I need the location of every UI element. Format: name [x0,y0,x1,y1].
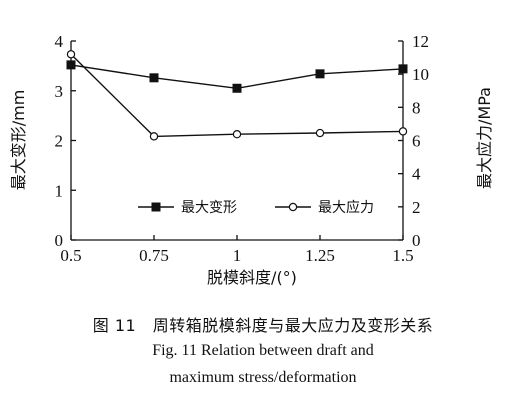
deformation-point [149,73,159,83]
left-y-tick-label: 3 [55,82,64,101]
left-y-tick-label: 1 [55,181,64,200]
x-tick-label: 1.25 [305,246,335,265]
right-y-tick-label: 12 [412,32,429,51]
left-y-tick-label: 4 [55,32,64,51]
right-y-tick-label: 4 [412,165,421,184]
right-y-axis-title: 最大应力/MPa [475,87,494,189]
stress-point [66,50,76,59]
deformation-point [398,64,408,74]
series-1 [66,60,408,93]
x-axis-title: 脱模斜度/(°) [207,268,297,287]
left-y-axis-title: 最大变形/mm [9,90,28,191]
right-y-tick-label: 8 [412,98,421,117]
x-tick-label: 1 [233,246,242,265]
deformation-point [66,60,76,70]
legend-item: 最大应力 [275,199,374,216]
stress-point [232,129,242,139]
legend: 最大变形 最大应力 [138,199,374,216]
figure-caption-chinese: 图 11 周转箱脱模斜度与最大应力及变形关系 [92,316,434,335]
stress-point [398,127,408,136]
legend-item: 最大变形 [138,200,237,216]
legend-label: 最大应力 [318,199,374,216]
series-2 [66,50,408,141]
figure-caption-english-line-2: maximum stress/deformation [169,369,357,386]
deformation-point [232,83,242,93]
series-layer [66,50,408,141]
legend-label: 最大变形 [181,200,237,216]
stress-point [315,128,325,138]
right-y-tick-label: 10 [412,65,429,84]
left-y-tick-label: 0 [55,231,64,250]
series-line [70,53,404,138]
deformation-point [315,69,325,79]
figure-caption-english-line-1: Fig. 11 Relation between draft and [152,342,374,359]
x-tick-label: 0.75 [139,246,169,265]
left-y-tick-label: 2 [55,132,64,151]
right-y-tick-label: 0 [412,231,421,250]
right-y-tick-label: 6 [412,132,421,151]
x-tick-label: 0.5 [60,246,81,265]
right-y-tick-label: 2 [412,198,421,217]
stress-point [149,132,159,141]
x-tick-label: 1.5 [392,246,413,265]
legend-marker [288,202,298,212]
legend-marker [151,202,161,212]
